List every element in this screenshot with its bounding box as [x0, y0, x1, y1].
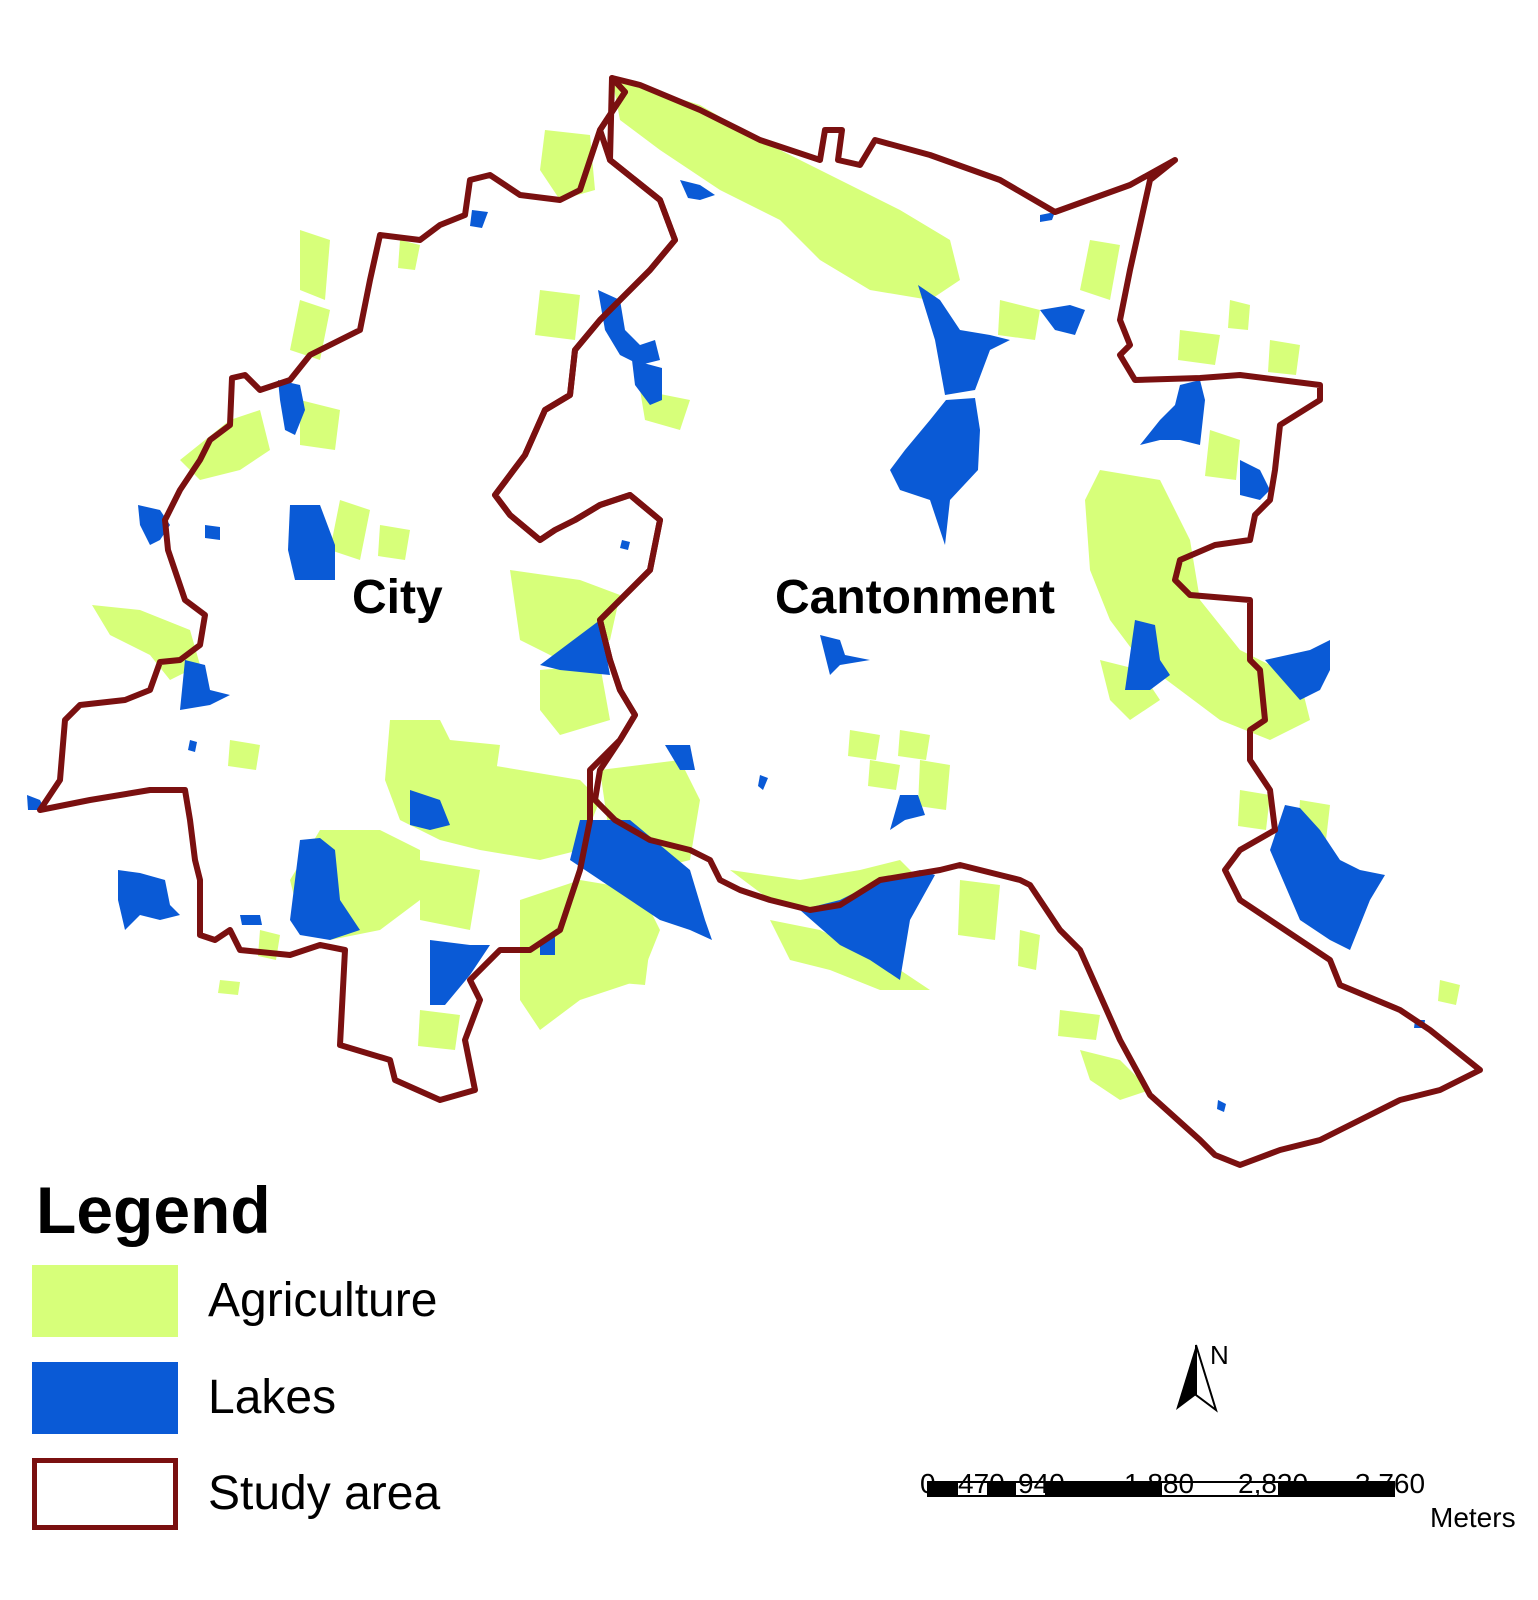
region-label-cantonment: Cantonment: [775, 571, 1055, 624]
legend-label-study-area: Study area: [208, 1467, 441, 1520]
legend-label-lakes: Lakes: [208, 1371, 337, 1424]
scale-tick-label: 2,820: [1238, 1468, 1309, 1499]
north-label: N: [1210, 1340, 1229, 1370]
cantonment-boundary: [492, 75, 1483, 1168]
study-area-boundary: [37, 75, 1483, 1168]
scale-bar: [927, 1481, 1395, 1497]
north-arrow-icon: [1176, 1344, 1218, 1413]
agriculture-layer: [92, 78, 1460, 1100]
region-label-city: City: [352, 571, 443, 624]
study-area-swatch: [32, 1458, 178, 1530]
scale-tick-label: 940: [1018, 1468, 1065, 1499]
lakes-layer: [27, 180, 1425, 1112]
scale-tick-label: 3,760: [1355, 1468, 1426, 1499]
legend-item-lakes: Lakes: [32, 1362, 552, 1438]
legend-label-agriculture: Agriculture: [208, 1274, 438, 1327]
legend-item-study-area: Study area: [32, 1458, 552, 1534]
scale-units-label: Meters: [1430, 1502, 1516, 1533]
legend-title: Legend: [36, 1173, 271, 1247]
scale-tick-label: 470: [958, 1468, 1005, 1499]
scale-tick-label: 1,880: [1124, 1468, 1195, 1499]
scale-tick-label: 0: [920, 1468, 936, 1499]
lakes-swatch: [32, 1362, 178, 1434]
legend-item-agriculture: Agriculture: [32, 1265, 552, 1341]
agriculture-swatch: [32, 1265, 178, 1337]
